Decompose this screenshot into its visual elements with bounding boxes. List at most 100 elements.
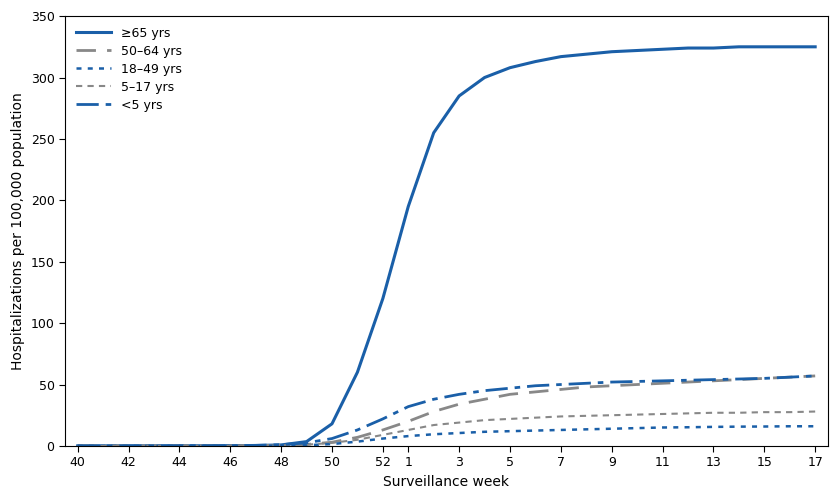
<5 yrs [429,396,439,402]
18–49 yrs [352,438,362,444]
X-axis label: Surveillance week: Surveillance week [383,475,509,489]
5–17 yrs [123,443,133,449]
5–17 yrs [429,422,439,428]
50–64 yrs [683,379,693,385]
Line: ≥65 yrs: ≥65 yrs [78,47,816,446]
18–49 yrs [530,428,540,434]
5–17 yrs [480,417,490,423]
18–49 yrs [175,443,185,449]
18–49 yrs [225,443,235,449]
5–17 yrs [708,410,718,416]
≥65 yrs [708,45,718,51]
5–17 yrs [251,442,261,448]
<5 yrs [683,377,693,383]
5–17 yrs [734,410,744,416]
≥65 yrs [658,46,668,52]
5–17 yrs [454,420,464,426]
≥65 yrs [632,48,642,54]
50–64 yrs [810,373,821,379]
≥65 yrs [581,51,591,57]
<5 yrs [759,376,769,382]
5–17 yrs [149,443,159,449]
≥65 yrs [276,442,286,448]
50–64 yrs [98,443,108,449]
<5 yrs [175,443,185,449]
<5 yrs [530,382,540,388]
18–49 yrs [810,424,821,430]
5–17 yrs [276,442,286,448]
<5 yrs [810,373,821,379]
50–64 yrs [607,382,617,388]
18–49 yrs [784,424,795,430]
50–64 yrs [632,382,642,388]
5–17 yrs [810,408,821,414]
≥65 yrs [301,438,311,444]
18–49 yrs [607,426,617,432]
<5 yrs [505,385,515,391]
18–49 yrs [301,442,311,448]
5–17 yrs [404,427,414,433]
<5 yrs [200,442,210,448]
<5 yrs [734,376,744,382]
5–17 yrs [301,442,311,448]
50–64 yrs [225,442,235,448]
5–17 yrs [658,411,668,417]
50–64 yrs [73,443,83,449]
18–49 yrs [759,424,769,430]
≥65 yrs [683,45,693,51]
18–49 yrs [123,443,133,449]
<5 yrs [555,382,565,388]
18–49 yrs [480,429,490,435]
50–64 yrs [123,443,133,449]
18–49 yrs [708,424,718,430]
5–17 yrs [352,437,362,443]
5–17 yrs [581,413,591,419]
50–64 yrs [276,442,286,448]
18–49 yrs [404,433,414,439]
18–49 yrs [632,425,642,431]
5–17 yrs [530,414,540,420]
5–17 yrs [73,443,83,449]
50–64 yrs [784,374,795,380]
18–49 yrs [200,443,210,449]
≥65 yrs [404,204,414,210]
18–49 yrs [149,443,159,449]
<5 yrs [378,416,388,422]
18–49 yrs [378,436,388,442]
50–64 yrs [301,442,311,448]
18–49 yrs [251,443,261,449]
<5 yrs [708,376,718,382]
18–49 yrs [683,424,693,430]
≥65 yrs [225,442,235,448]
5–17 yrs [632,412,642,418]
5–17 yrs [327,440,337,446]
<5 yrs [607,379,617,385]
≥65 yrs [429,130,439,136]
18–49 yrs [555,427,565,433]
≥65 yrs [480,74,490,80]
≥65 yrs [352,369,362,375]
18–49 yrs [734,424,744,430]
<5 yrs [404,404,414,409]
50–64 yrs [658,380,668,386]
5–17 yrs [505,416,515,422]
<5 yrs [632,378,642,384]
Line: 5–17 yrs: 5–17 yrs [78,412,816,446]
18–49 yrs [98,443,108,449]
50–64 yrs [429,408,439,414]
50–64 yrs [149,443,159,449]
50–64 yrs [327,439,337,445]
<5 yrs [73,443,83,449]
≥65 yrs [251,442,261,448]
5–17 yrs [784,409,795,415]
50–64 yrs [759,376,769,382]
18–49 yrs [581,426,591,432]
≥65 yrs [175,443,185,449]
18–49 yrs [327,441,337,447]
Legend: ≥65 yrs, 50–64 yrs, 18–49 yrs, 5–17 yrs, <5 yrs: ≥65 yrs, 50–64 yrs, 18–49 yrs, 5–17 yrs,… [71,22,187,118]
5–17 yrs [378,432,388,438]
5–17 yrs [98,443,108,449]
Y-axis label: Hospitalizations per 100,000 population: Hospitalizations per 100,000 population [11,92,25,370]
50–64 yrs [530,389,540,395]
5–17 yrs [607,412,617,418]
